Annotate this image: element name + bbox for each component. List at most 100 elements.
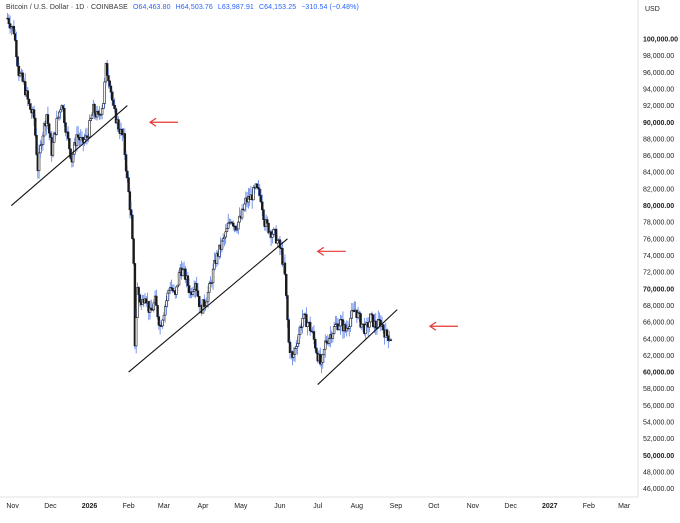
candle-body	[192, 289, 196, 292]
candle-body	[37, 152, 41, 172]
candle-body	[332, 326, 336, 334]
candle-body	[227, 222, 230, 229]
candle-body	[359, 313, 362, 328]
candle-body	[337, 325, 341, 331]
candle-body	[389, 339, 393, 341]
candle-body	[32, 109, 36, 119]
candle-body	[107, 75, 110, 82]
candle-body	[129, 209, 133, 216]
candle-body	[136, 287, 139, 318]
candle-body	[302, 313, 306, 319]
legend-open: O64,463.80	[133, 4, 171, 11]
price-axis-tick-label: 58,000.00	[643, 386, 674, 393]
candle-body	[71, 153, 75, 163]
price-axis-tick-label: 68,000.00	[643, 303, 674, 310]
candle-body	[206, 291, 210, 303]
candle-body	[187, 285, 191, 293]
candle-body	[211, 268, 215, 284]
candle-body	[288, 341, 292, 353]
candle-body	[39, 145, 42, 154]
price-axis-tick-label: 80,000.00	[643, 203, 674, 210]
candle-body	[89, 118, 92, 121]
candle-body	[297, 334, 301, 344]
candle-body	[102, 103, 105, 109]
candle-body	[113, 104, 116, 110]
price-axis-tick-label: 62,000.00	[643, 353, 674, 360]
price-axis-tick-label: 60,000.00	[643, 370, 674, 377]
candle-body	[127, 177, 130, 193]
candle-body	[221, 238, 225, 242]
candle-body	[321, 354, 324, 363]
time-axis-tick-label: Mar	[618, 503, 631, 510]
candle-body	[134, 317, 138, 347]
candle-body	[61, 105, 65, 109]
price-axis-tick-label: 88,000.00	[643, 136, 674, 143]
candle-body	[126, 170, 129, 179]
candle-body	[138, 294, 142, 303]
time-axis-tick-label: Dec	[504, 503, 517, 510]
trendline	[317, 309, 398, 385]
time-axis-tick-label: Aug	[351, 503, 364, 510]
candle-body	[128, 191, 132, 211]
price-axis-tick-label: 56,000.00	[643, 403, 674, 410]
candle-body	[108, 80, 111, 87]
candle-body	[109, 85, 113, 93]
candle-body	[196, 290, 200, 297]
candle-body	[374, 320, 377, 329]
candle-body	[283, 262, 287, 275]
candle-body	[26, 90, 29, 100]
candle-body	[124, 154, 128, 172]
candle-body	[278, 239, 282, 249]
price-axis-tick-label: 94,000.00	[643, 86, 674, 93]
price-axis-tick-label: 48,000.00	[643, 470, 674, 477]
candle-body	[243, 203, 246, 211]
candle-body	[176, 284, 179, 288]
candle-body	[157, 316, 161, 326]
candle-body	[105, 63, 109, 76]
candle-body	[259, 195, 263, 203]
candle-body	[240, 208, 244, 219]
candle-body	[76, 134, 80, 138]
candle-body	[27, 98, 31, 105]
time-axis-tick-label: Sep	[390, 503, 403, 510]
candle-body	[41, 135, 45, 145]
candle-body	[177, 272, 181, 286]
candle-body	[349, 317, 352, 327]
candle-body	[181, 269, 185, 277]
candle-body	[49, 132, 52, 138]
trendline	[10, 105, 128, 206]
candle-body	[47, 123, 51, 134]
price-axis-tick-label: 82,000.00	[643, 186, 674, 193]
candle-body	[63, 108, 66, 123]
price-axis-tick-label: 98,000.00	[643, 53, 674, 60]
candle-body	[155, 295, 158, 306]
candle-body	[156, 305, 159, 318]
candle-body	[131, 214, 134, 240]
candle-body	[327, 338, 331, 344]
candle-body	[148, 307, 152, 313]
candle-body	[292, 354, 295, 358]
price-axis-tick-label: 54,000.00	[643, 420, 674, 427]
candle-body	[165, 300, 168, 307]
candle-body	[90, 114, 94, 119]
candle-body	[66, 131, 70, 139]
candle-body	[93, 104, 96, 114]
candle-body	[382, 324, 385, 331]
legend-low: L63,987.91	[217, 4, 254, 11]
price-axis-tick-label: 86,000.00	[643, 153, 674, 160]
candle-body	[163, 306, 167, 316]
candle-body	[261, 201, 264, 211]
time-axis-tick-label: Oct	[428, 503, 439, 510]
candle-body	[285, 273, 288, 296]
candle-body	[35, 135, 38, 155]
price-axis-tick-label: 96,000.00	[643, 70, 674, 77]
candle-body	[208, 283, 211, 293]
candle-body	[339, 319, 342, 327]
candle-body	[97, 110, 100, 115]
candle-body	[205, 301, 208, 307]
candle-body	[13, 33, 17, 41]
time-axis-tick-label: Dec	[44, 503, 57, 510]
price-axis-tick-label: 72,000.00	[643, 270, 674, 277]
